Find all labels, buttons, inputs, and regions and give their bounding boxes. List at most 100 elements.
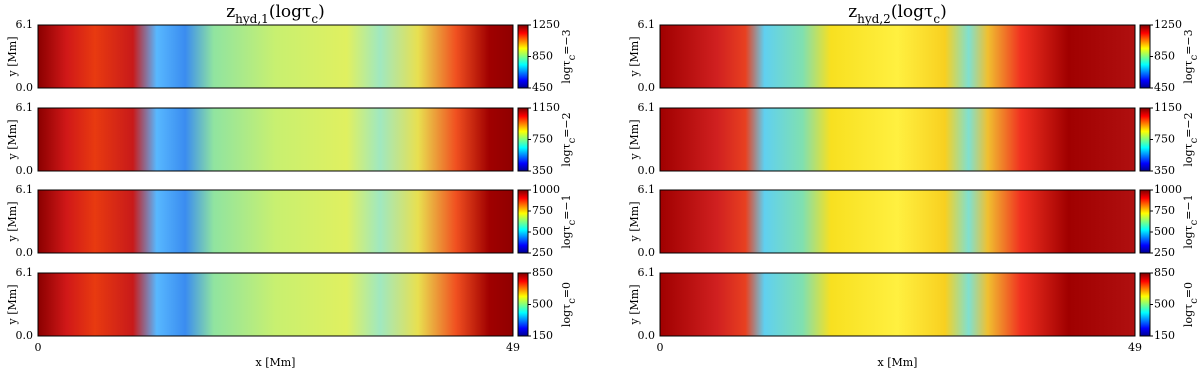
colorbar-tick-label: 450: [532, 81, 553, 94]
colorbar-tick-label: 450: [1154, 81, 1175, 94]
colorbar-tick-label: 150: [1154, 329, 1175, 342]
colorbar-label-subscript: c: [1189, 298, 1200, 304]
colorbar-tick-label: 350: [532, 164, 553, 177]
y-tick-label: 6.1: [16, 101, 34, 114]
heatmap-image: [37, 272, 514, 337]
colorbar-tick-label: 350: [1154, 164, 1175, 177]
colorbar: [517, 24, 529, 89]
colorbar-tick-label: 500: [1154, 225, 1175, 238]
colorbar-tick-label: 750: [1154, 133, 1175, 146]
title-argument-subscript: c: [311, 12, 318, 26]
colorbar-tick-label: 850: [532, 266, 553, 279]
colorbar-label: logτc=−1: [560, 194, 578, 248]
colorbar-label-base: logτ: [560, 225, 573, 248]
y-tick-label: 0.0: [16, 164, 34, 177]
y-tick-label: 0.0: [16, 81, 34, 94]
colorbar-label-subscript: c: [1189, 137, 1200, 143]
colorbar-label: logτc=−3: [1182, 29, 1200, 83]
colorbar-label-rest: =−3: [560, 29, 573, 54]
x-tick-label: 49: [506, 341, 520, 354]
colorbar-label: logτc=−2: [1182, 112, 1200, 166]
y-tick-label: 0.0: [638, 329, 656, 342]
colorbar-label-base: logτ: [1182, 304, 1195, 327]
heatmap-image: [659, 107, 1136, 172]
colorbar-label-rest: =−2: [1182, 112, 1195, 137]
y-tick-label: 0.0: [638, 81, 656, 94]
title-close: ): [940, 2, 947, 22]
colorbar-tick-label: 1000: [1154, 183, 1182, 196]
y-tick-label: 6.1: [16, 18, 34, 31]
title-argument-subscript: c: [933, 12, 940, 26]
title-subscript: hyd,2: [857, 12, 891, 26]
colorbar-label-subscript: c: [567, 219, 578, 225]
heatmap-image: [659, 189, 1136, 254]
title-close: ): [318, 2, 325, 22]
colorbar-tick-label: 850: [1154, 50, 1175, 63]
colorbar-tick-label: 1250: [532, 18, 560, 31]
colorbar-tick-label: 500: [532, 225, 553, 238]
y-tick-label: 0.0: [638, 164, 656, 177]
title-base: z: [226, 2, 235, 22]
colorbar-tick-label: 750: [532, 204, 553, 217]
colorbar-label: logτc=−3: [560, 29, 578, 83]
y-tick-label: 6.1: [638, 266, 656, 279]
colorbar-label-base: logτ: [560, 60, 573, 83]
colorbar-label-rest: =0: [1182, 282, 1195, 298]
y-tick-label: 6.1: [16, 266, 34, 279]
heatmap-image: [37, 107, 514, 172]
y-axis-label: y [Mm]: [6, 37, 19, 78]
y-tick-label: 0.0: [16, 329, 34, 342]
colorbar-tick-label: 1150: [532, 101, 560, 114]
colorbar-label-base: logτ: [1182, 225, 1195, 248]
colorbar-tick-label: 750: [532, 133, 553, 146]
colorbar-tick-label: 850: [1154, 266, 1175, 279]
colorbar-label-subscript: c: [567, 137, 578, 143]
colorbar-label-subscript: c: [567, 298, 578, 304]
title-argument: (logτ: [891, 2, 934, 22]
colorbar-label-subscript: c: [1189, 54, 1200, 60]
y-tick-label: 0.0: [638, 246, 656, 259]
colorbar: [1139, 189, 1151, 254]
colorbar-tick-label: 1150: [1154, 101, 1182, 114]
y-axis-label: y [Mm]: [628, 202, 641, 243]
colorbar-label-base: logτ: [1182, 143, 1195, 166]
colorbar-label-rest: =−1: [1182, 194, 1195, 219]
y-tick-label: 0.0: [16, 246, 34, 259]
colorbar-label-rest: =−2: [560, 112, 573, 137]
panel-title: zhyd,1(logτc): [226, 2, 325, 26]
colorbar-label: logτc=−2: [560, 112, 578, 166]
y-tick-label: 6.1: [638, 183, 656, 196]
colorbar-tick-label: 1250: [1154, 18, 1182, 31]
colorbar-tick-label: 750: [1154, 204, 1175, 217]
colorbar: [517, 272, 529, 337]
colorbar-label: logτc=0: [1182, 282, 1200, 327]
colorbar-label-base: logτ: [1182, 60, 1195, 83]
x-tick-label: 49: [1128, 341, 1142, 354]
x-tick-label: 0: [35, 341, 42, 354]
colorbar: [1139, 24, 1151, 89]
colorbar-tick-label: 1000: [532, 183, 560, 196]
colorbar-label: logτc=0: [560, 282, 578, 327]
colorbar-tick-label: 150: [532, 329, 553, 342]
y-axis-label: y [Mm]: [6, 120, 19, 161]
heatmap-image: [659, 24, 1136, 89]
colorbar-tick-label: 850: [532, 50, 553, 63]
y-tick-label: 6.1: [638, 18, 656, 31]
y-axis-label: y [Mm]: [628, 285, 641, 326]
colorbar-label-subscript: c: [567, 54, 578, 60]
x-axis-label: x [Mm]: [878, 356, 918, 369]
x-axis-label: x [Mm]: [256, 356, 296, 369]
colorbar-label-rest: =−1: [560, 194, 573, 219]
heatmap-image: [37, 24, 514, 89]
y-axis-label: y [Mm]: [628, 37, 641, 78]
colorbar-tick-label: 500: [1154, 298, 1175, 311]
y-axis-label: y [Mm]: [6, 202, 19, 243]
y-axis-label: y [Mm]: [6, 285, 19, 326]
colorbar-label-base: logτ: [560, 304, 573, 327]
colorbar: [1139, 107, 1151, 172]
colorbar-tick-label: 250: [532, 246, 553, 259]
colorbar: [1139, 272, 1151, 337]
heatmap-image: [659, 272, 1136, 337]
y-tick-label: 6.1: [638, 101, 656, 114]
